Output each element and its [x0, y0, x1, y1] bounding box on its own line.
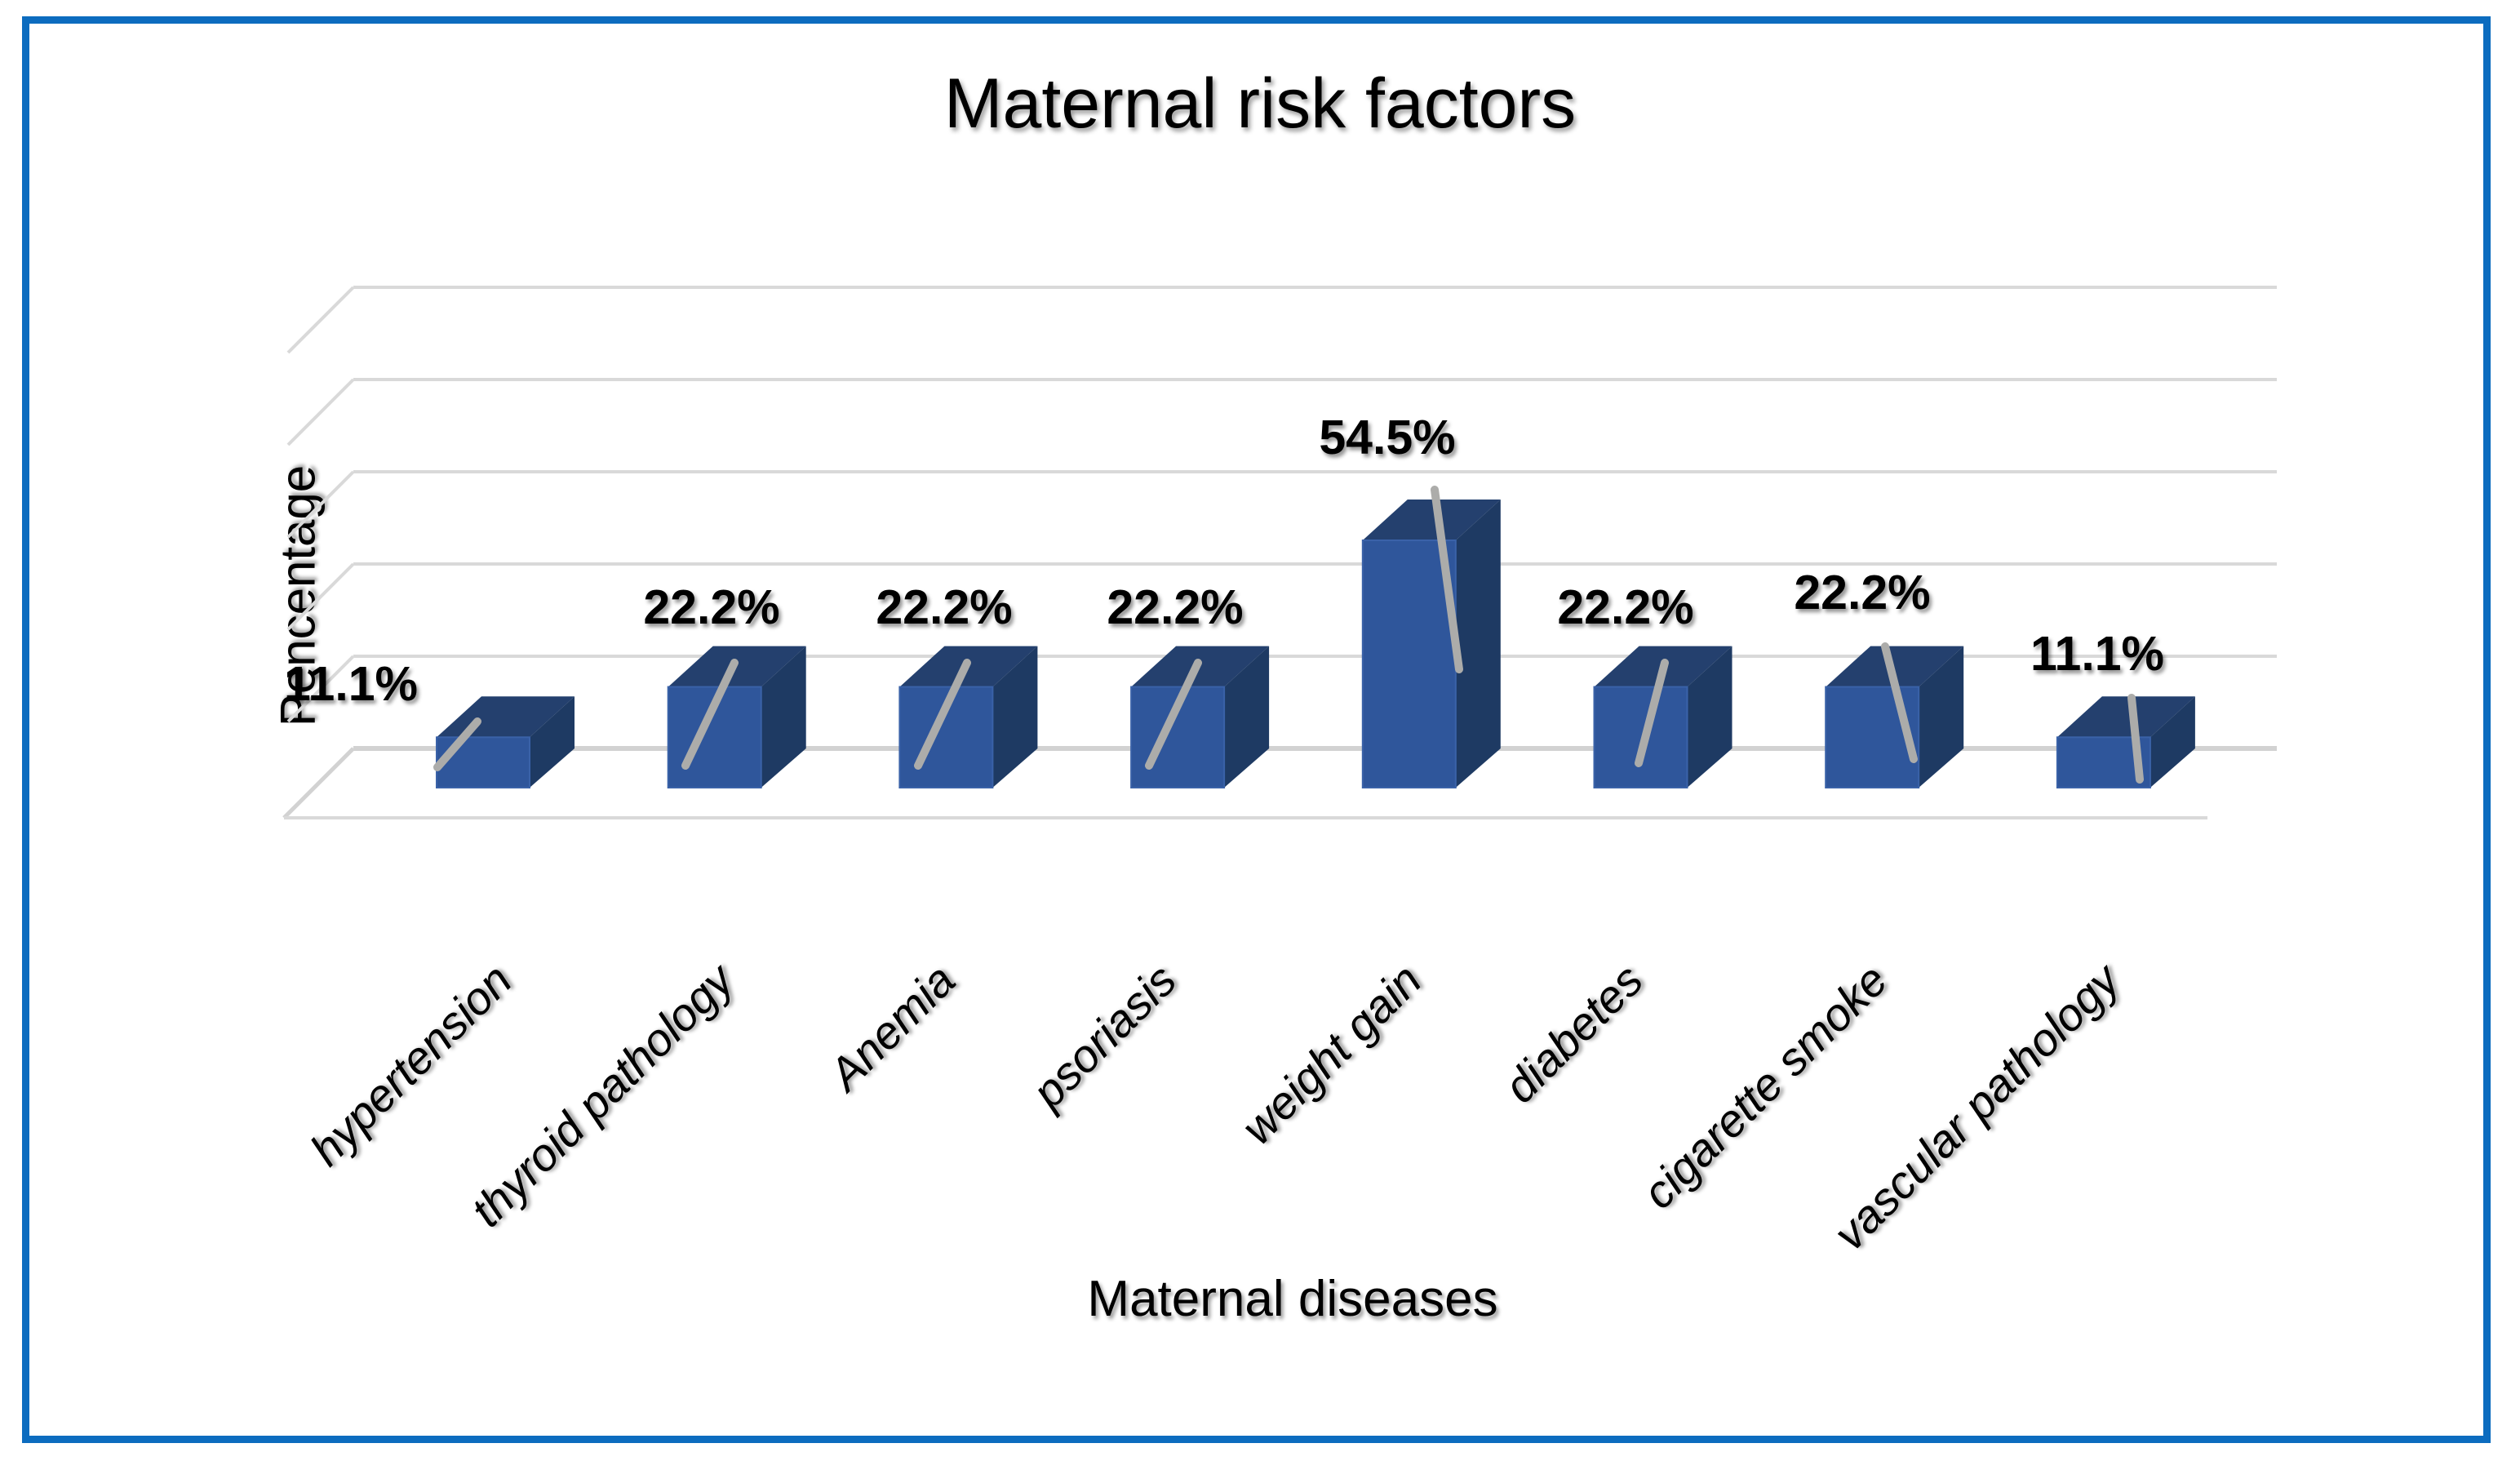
bar-front-face	[1361, 539, 1457, 788]
gridline-side-jog	[286, 562, 355, 631]
leader-line-anemia	[914, 659, 971, 770]
data-label-cigarette-smoke: 22.2%	[1794, 566, 1931, 619]
leader-line-cigarette-smoke	[1881, 642, 1918, 763]
data-label-diabetes: 22.2%	[1557, 580, 1694, 634]
bar-diabetes	[1593, 646, 1732, 788]
bar-top-face	[1362, 499, 1501, 540]
chart-title: Maternal risk factors	[943, 64, 1577, 143]
leader-line-thyroid-pathology	[681, 659, 739, 770]
bar-front-face	[436, 736, 530, 788]
bar-weight-gain	[1361, 499, 1501, 788]
bar-side-face	[1687, 646, 1732, 788]
bar-side-face	[1224, 646, 1270, 788]
floor-left-edge	[282, 747, 355, 819]
data-label-thyroid-pathology: 22.2%	[643, 580, 780, 634]
leader-line-weight-gain	[1431, 486, 1463, 673]
bar-side-face	[2150, 696, 2195, 788]
bar-top-face	[2056, 696, 2195, 738]
bar-thyroid-pathology	[667, 646, 806, 788]
gridline-side-jog	[286, 655, 355, 723]
gridline-side-jog	[286, 286, 355, 354]
bar-side-face	[992, 646, 1038, 788]
bar-side-face	[1919, 646, 1964, 788]
data-label-anemia: 22.2%	[876, 580, 1013, 634]
data-label-weight-gain: 54.5%	[1319, 411, 1456, 464]
bar-vascular-pathology	[2056, 696, 2195, 788]
leader-line-hypertension	[433, 717, 481, 771]
data-label-psoriasis: 22.2%	[1107, 580, 1244, 634]
gridline-side-jog	[286, 470, 355, 539]
bar-front-face	[1593, 686, 1688, 788]
leader-line-diabetes	[1635, 659, 1669, 767]
bar-top-face	[1826, 646, 1964, 687]
gridlines	[282, 286, 2277, 819]
bar-side-face	[1455, 499, 1501, 788]
data-label-hypertension: 11.1%	[283, 657, 419, 711]
bar-side-face	[530, 696, 575, 788]
leader-line-vascular-pathology	[2127, 694, 2144, 784]
leader-line-psoriasis	[1145, 659, 1202, 770]
data-label-vascular-pathology: 11.1%	[2030, 627, 2165, 681]
gridline-side-jog	[286, 378, 355, 446]
x-axis-title: Maternal diseases	[1087, 1271, 1498, 1327]
leader-lines	[433, 486, 2144, 784]
bar-side-face	[761, 646, 806, 788]
bar-cigarette-smoke	[1825, 646, 1964, 788]
